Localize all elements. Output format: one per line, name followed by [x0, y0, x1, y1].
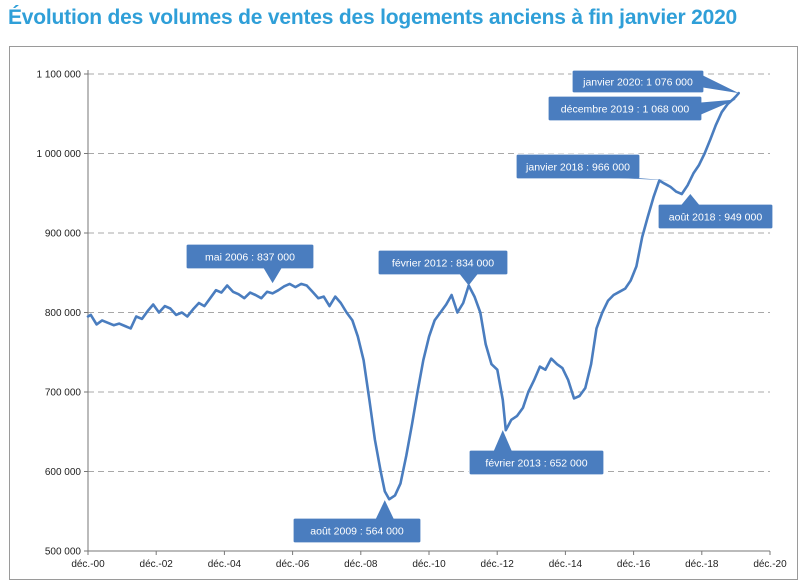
series-lines [86, 91, 741, 501]
callout-pointer [619, 178, 671, 181]
annotation-callout: août 2018 : 949 000 [657, 194, 774, 230]
annotation-callout: août 2009 : 564 000 [292, 500, 422, 544]
callout-box [185, 243, 315, 270]
callout-pointer [701, 99, 737, 115]
x-tick-label: déc.-10 [412, 559, 446, 570]
annotation-callout: février 2012 : 834 000 [377, 249, 509, 286]
y-tick-label: 500 000 [45, 547, 82, 558]
y-tick-label: 1 100 000 [37, 70, 82, 81]
y-tick-label: 600 000 [45, 467, 82, 478]
tick-labels: 500 000 600 000 700 000 800 000 900 000 1 000… [37, 70, 788, 571]
x-tick-label: déc.-20 [753, 559, 787, 570]
x-tick-label: déc.-04 [208, 559, 242, 570]
series-line [86, 91, 741, 501]
chart-frame [9, 46, 798, 580]
annotation-callouts: mai 2006 : 837 000 août 2009 : 564 000 fév… [185, 69, 774, 544]
callout-label: août 2018 : 949 000 [669, 212, 763, 224]
callout-box [515, 153, 641, 180]
y-tick-label: 700 000 [45, 388, 82, 399]
chart-title: Évolution des volumes de ventes des loge… [8, 6, 738, 29]
y-tick-label: 800 000 [45, 308, 82, 319]
annotation-callout: décembre 2019 : 1 068 000 [547, 95, 737, 122]
y-tick-label: 1 000 000 [37, 149, 82, 160]
callout-pointer [459, 274, 478, 286]
callout-pointer [263, 268, 282, 284]
callout-label: août 2009 : 564 000 [310, 526, 404, 538]
x-tick-label: déc.-00 [71, 559, 105, 570]
callout-pointer [493, 430, 512, 451]
annotation-callout: janvier 2018 : 966 000 [515, 153, 671, 181]
gridlines [88, 73, 770, 472]
callout-pointer [681, 194, 700, 205]
x-tick-label: déc.-12 [481, 559, 515, 570]
y-tick-label: 900 000 [45, 229, 82, 240]
callout-box [657, 203, 774, 230]
x-tick-label: déc.-02 [140, 559, 174, 570]
callout-box [292, 517, 422, 544]
callout-pointer [375, 500, 394, 519]
callout-label: février 2012 : 834 000 [392, 258, 494, 270]
x-tick-label: déc.-08 [344, 559, 378, 570]
axes [84, 70, 771, 555]
callout-label: février 2013 : 652 000 [485, 458, 587, 470]
callout-box [468, 449, 605, 476]
callout-label: janvier 2018 : 966 000 [525, 162, 630, 174]
callout-box [377, 249, 509, 276]
annotation-callout: mai 2006 : 837 000 [185, 243, 315, 284]
x-tick-label: déc.-14 [549, 559, 583, 570]
annotation-callout: février 2013 : 652 000 [468, 430, 605, 476]
callout-pointer [703, 75, 739, 94]
annotation-callout: janvier 2020: 1 076 000 [571, 69, 739, 94]
x-tick-label: déc.-06 [276, 559, 310, 570]
callout-label: mai 2006 : 837 000 [205, 252, 295, 264]
x-tick-label: déc.-16 [617, 559, 651, 570]
callout-label: janvier 2020: 1 076 000 [582, 77, 693, 89]
callout-label: décembre 2019 : 1 068 000 [561, 104, 690, 116]
x-tick-label: déc.-18 [685, 559, 719, 570]
